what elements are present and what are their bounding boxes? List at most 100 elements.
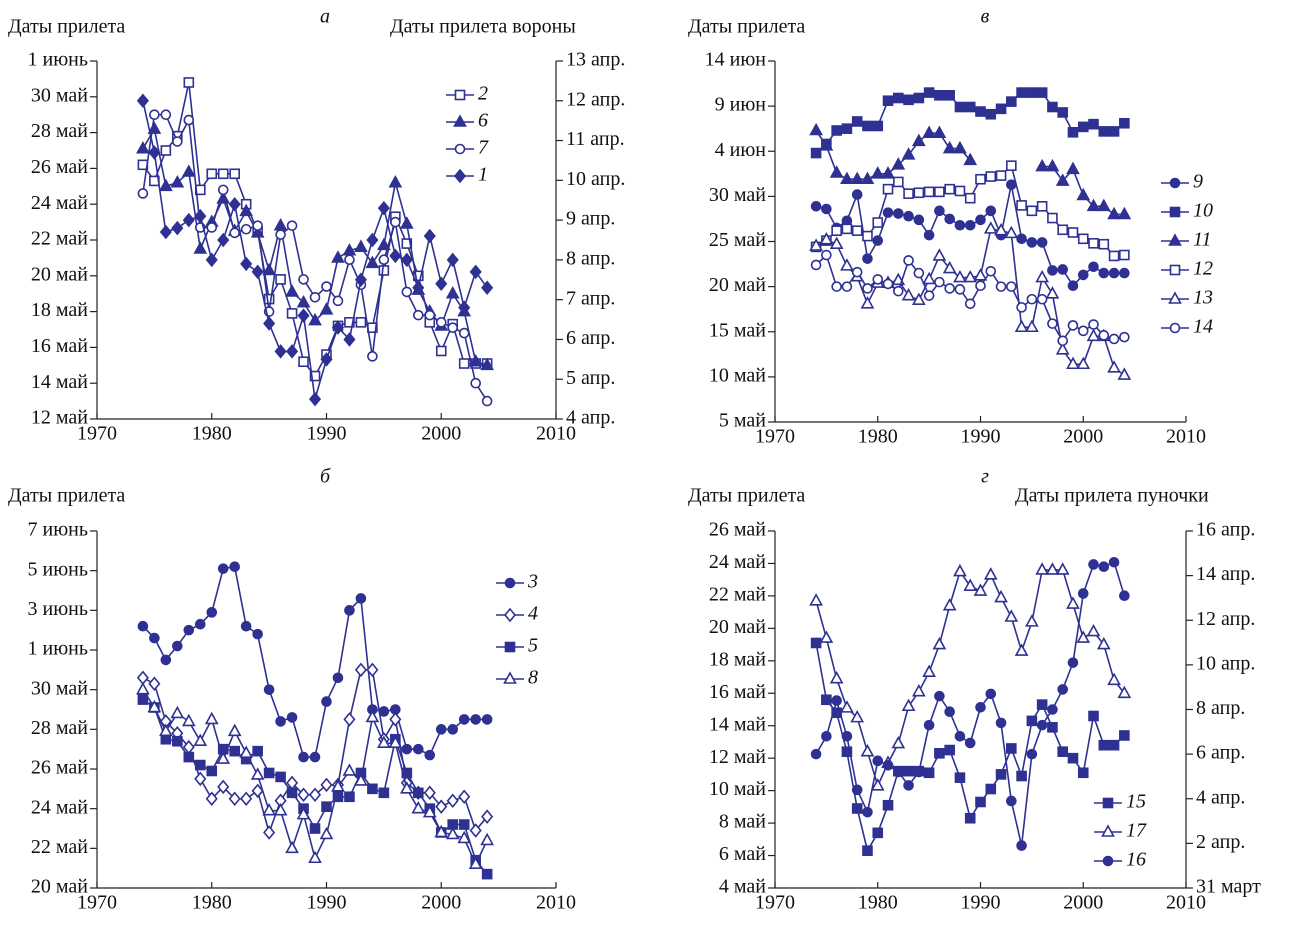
point xyxy=(985,205,997,217)
point xyxy=(1036,719,1048,731)
point xyxy=(183,624,195,636)
point xyxy=(1066,356,1080,370)
point xyxy=(149,632,160,644)
point xyxy=(882,278,894,290)
point xyxy=(934,276,945,288)
point xyxy=(355,593,367,604)
point xyxy=(332,295,344,307)
point xyxy=(274,344,287,359)
x-tick-label: 1970 xyxy=(77,423,117,445)
point xyxy=(1047,318,1058,329)
y2-tick-label: 10 апр. xyxy=(566,168,625,190)
point xyxy=(995,103,1007,115)
x-tick-label: 1980 xyxy=(858,426,898,448)
point xyxy=(831,125,842,136)
point xyxy=(342,763,357,776)
point xyxy=(911,292,926,305)
point xyxy=(206,765,218,777)
point xyxy=(954,101,966,113)
point xyxy=(964,737,976,749)
legend-label: 8 xyxy=(528,667,538,689)
point xyxy=(913,92,925,104)
y-axis-title: Даты прилета xyxy=(8,485,125,507)
point xyxy=(1108,250,1120,262)
point xyxy=(1119,249,1130,261)
point xyxy=(1077,767,1089,779)
point xyxy=(480,357,495,371)
point xyxy=(321,281,332,292)
point xyxy=(975,214,986,226)
point xyxy=(1057,746,1068,757)
legend-label: 5 xyxy=(528,635,538,657)
point xyxy=(841,123,853,134)
point xyxy=(821,694,832,706)
x-tick-label: 2000 xyxy=(1063,892,1103,914)
y2-tick-label: 11 апр. xyxy=(566,128,625,150)
legend-marker xyxy=(1102,797,1114,809)
point xyxy=(1086,328,1101,342)
y2-tick-label: 4 апр. xyxy=(566,407,615,429)
x-tick-label: 1970 xyxy=(755,426,795,448)
y-tick-label: 30 май xyxy=(709,184,766,206)
point xyxy=(819,630,834,643)
point xyxy=(944,89,955,101)
point xyxy=(1067,126,1079,138)
point xyxy=(458,714,470,725)
point xyxy=(809,122,823,136)
y-axis-title: Даты прилета xyxy=(688,485,805,507)
point xyxy=(994,223,1008,236)
point xyxy=(136,670,149,686)
point xyxy=(944,706,955,718)
point xyxy=(378,787,390,799)
point xyxy=(1014,319,1029,333)
point xyxy=(160,145,172,156)
point xyxy=(1096,198,1111,212)
y-tick-label: 30 май xyxy=(31,84,88,106)
point xyxy=(983,221,998,234)
point xyxy=(809,593,823,606)
point xyxy=(365,255,380,269)
point xyxy=(882,95,894,107)
point xyxy=(1004,225,1019,239)
point xyxy=(985,265,997,277)
point xyxy=(1107,206,1121,220)
legend-marker xyxy=(453,114,467,127)
point xyxy=(240,620,252,632)
point xyxy=(481,809,494,824)
point xyxy=(810,748,822,760)
y-tick-label: 22 май xyxy=(31,836,88,858)
y2-tick-label: 2 апр. xyxy=(1196,831,1245,853)
point xyxy=(1088,118,1099,130)
point xyxy=(819,232,834,245)
point xyxy=(821,249,832,261)
point xyxy=(206,168,218,180)
point xyxy=(1016,233,1027,245)
point xyxy=(975,106,986,117)
point xyxy=(1016,302,1027,313)
point xyxy=(447,724,459,735)
point xyxy=(389,712,402,727)
point xyxy=(159,224,172,240)
point xyxy=(401,286,413,298)
y-tick-label: 26 май xyxy=(709,519,766,541)
point xyxy=(851,266,863,278)
point xyxy=(286,712,298,723)
y-tick-label: 22 май xyxy=(31,228,88,250)
point xyxy=(331,779,345,792)
point xyxy=(1036,87,1048,98)
point xyxy=(1057,335,1068,347)
legend-label: 13 xyxy=(1193,287,1213,309)
point xyxy=(831,707,842,719)
y-tick-label: 6 май xyxy=(719,843,766,865)
x-tick-label: 1980 xyxy=(192,892,232,914)
point xyxy=(831,281,842,292)
point xyxy=(1076,187,1091,201)
point xyxy=(1108,267,1120,279)
point xyxy=(932,636,947,650)
point xyxy=(810,147,822,159)
point xyxy=(344,605,355,616)
point xyxy=(172,136,183,147)
point xyxy=(399,781,414,794)
point xyxy=(882,759,894,771)
point xyxy=(964,298,976,310)
